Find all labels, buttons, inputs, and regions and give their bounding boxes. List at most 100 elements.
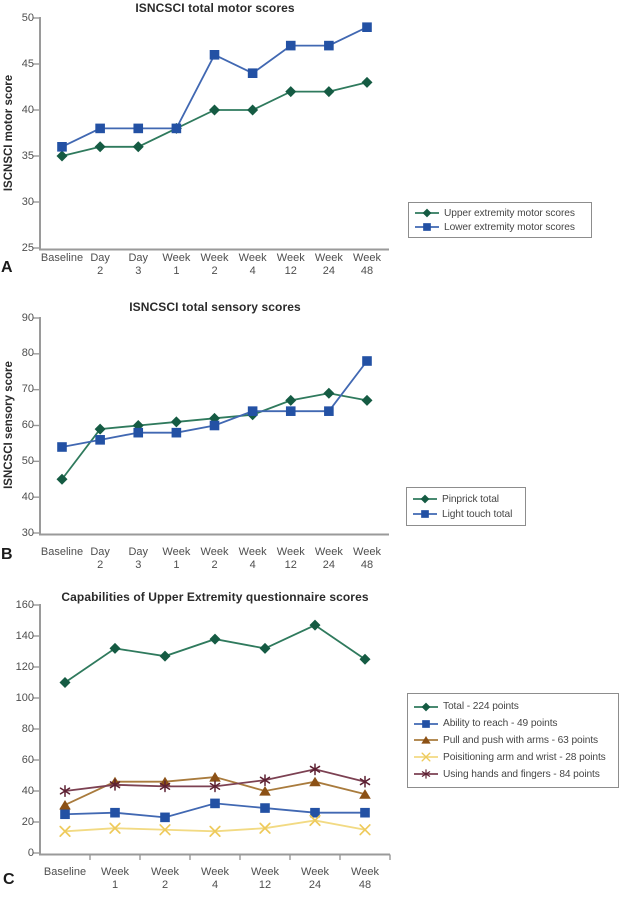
x-category-line1: Baseline [43,866,87,878]
x-category-line1: Baseline [40,252,84,264]
diamond-marker [309,619,321,631]
x-category-line1: Week [238,546,267,558]
x-marker [309,814,321,827]
square-marker [210,798,220,809]
diamond-marker [59,677,71,688]
y-tick-label: 45 [21,57,34,70]
x-category-label: Week 24 [301,546,357,571]
diamond-marker [259,642,271,654]
x-marker [359,824,371,836]
panel-c: Capabilities of Upper Extremity question… [0,585,622,897]
chart-plot-area [33,17,389,251]
chart-plot-area [33,317,389,536]
y-tick-label: 20 [21,815,34,828]
legend-item: Total - 224 points [414,701,614,713]
asterisk-marker [259,774,271,787]
x-marker [109,822,121,834]
diamond-marker [209,104,220,116]
legend-box: Pinprick total Light touch total [406,487,526,526]
y-tick-label: 50 [21,11,34,24]
panel-letter: A [1,259,13,276]
square-marker [133,427,144,438]
diamond-marker [361,394,373,406]
legend-label: Pull and push with arms - 63 points [443,734,599,746]
square-marker [57,442,67,452]
x-category-line2: 3 [135,264,142,277]
x-category-line1: Day [90,546,110,558]
x-category-line2: 4 [249,558,256,571]
diamond-marker [56,150,68,162]
legend-label: Ability to reach - 49 points [443,718,558,730]
triangle-marker [59,799,71,810]
legend-item: Pinprick total [413,493,521,505]
square-marker [160,812,170,823]
x-category-line2: 2 [211,264,218,277]
x-marker [421,752,431,762]
legend-swatch [414,752,438,762]
diamond-marker [323,86,335,98]
y-tick-label: 140 [15,629,34,642]
legend-swatch [413,510,437,518]
legend-label: Poisitioning arm and wrist - 28 points [443,751,606,763]
x-category-line2: 12 [284,558,297,571]
square-marker [60,809,70,820]
x-category-line1: Week [200,546,229,558]
x-category-line1: Week [200,252,229,264]
square-marker [171,123,182,134]
triangle-marker [359,789,371,799]
y-tick-label: 100 [15,691,34,704]
square-marker [209,50,220,60]
diamond-marker [323,387,335,399]
square-marker [362,356,372,366]
x-marker [259,822,271,834]
legend-swatch [414,769,438,779]
series-line [61,26,368,148]
square-marker [133,123,144,134]
square-marker [285,406,296,416]
legend-item: Ability to reach - 49 points [414,718,614,730]
x-category-line2: 12 [258,878,272,891]
square-marker [285,40,296,51]
x-category-label: Week 12 [237,866,293,891]
x-category-line2: 24 [308,878,322,891]
legend-swatch [415,223,439,231]
x-category-label: Day 3 [110,546,166,571]
panel-b: ISNCSCI total sensory scores ISNCSCI sen… [0,295,622,585]
y-tick-label: 60 [21,419,34,431]
x-category-line2: 2 [211,558,218,571]
legend-label: Using hands and fingers - 84 points [443,768,600,780]
y-tick-label: 120 [15,660,34,673]
x-marker [159,824,171,836]
x-category-line1: Day [90,252,110,264]
y-tick-label: 80 [21,347,34,360]
chart-title: ISNCSCI total motor scores [135,1,295,15]
x-category-line1: Week [238,252,267,264]
x-category-line1: Week [351,866,379,878]
series-line [61,392,368,480]
x-category-line1: Week [314,546,343,558]
x-category-label: Week 2 [137,866,193,891]
legend-item: Pull and push with arms - 63 points [414,734,614,746]
x-category-line2: 48 [358,878,372,891]
y-tick-label: 80 [21,722,34,735]
diamond-marker [359,653,371,665]
x-category-line2: 2 [161,878,169,891]
x-category-label: Baseline [34,546,90,559]
x-category-line1: Week [276,546,305,558]
x-category-line1: Week [353,252,381,264]
x-category-label: Week 24 [301,252,357,277]
square-marker [247,68,258,78]
square-marker [423,223,431,231]
chart-title: ISNCSCI total sensory scores [129,300,301,314]
y-tick-label: 25 [21,241,34,254]
square-marker [324,406,334,416]
square-marker [324,40,334,51]
y-tick-label: 35 [21,149,34,162]
legend-box: Upper extremity motor scores Lower extrem… [408,202,592,238]
legend-label: Total - 224 points [443,701,519,713]
x-category-line1: Week [276,252,305,264]
diamond-marker [422,208,432,218]
x-category-line1: Week [162,252,191,264]
x-category-label: Baseline [37,866,93,879]
